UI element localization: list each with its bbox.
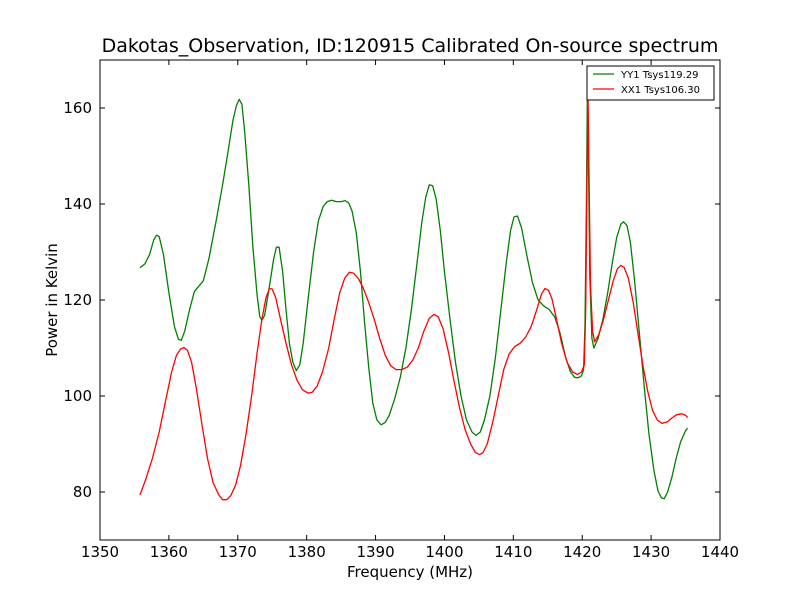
series-layer [139, 88, 689, 501]
series-line-1 [139, 100, 689, 501]
y-tick-label: 100 [63, 387, 92, 405]
x-tick-label: 1370 [219, 543, 257, 561]
y-axis: 80 100 120 140 160 [63, 99, 720, 501]
x-tick-label: 1360 [150, 543, 188, 561]
series-line-0 [139, 88, 689, 500]
x-tick-label: 1430 [632, 543, 670, 561]
x-tick-label: 1400 [425, 543, 463, 561]
legend: YY1 Tsys119.29 XX1 Tsys106.30 [586, 65, 715, 101]
x-tick-label: 1380 [288, 543, 326, 561]
y-tick-label: 140 [63, 195, 92, 213]
x-axis: 1350 1360 1370 1380 1390 1400 1410 1420 1430 1440 [81, 60, 739, 561]
y-tick-label: 80 [73, 483, 92, 501]
x-tick-label: 1410 [494, 543, 532, 561]
x-tick-label: 1420 [563, 543, 601, 561]
y-axis-label: Power in Kelvin [43, 243, 61, 357]
chart-title: Dakotas_Observation, ID:120915 Calibrate… [102, 35, 719, 57]
legend-label-xx1: XX1 Tsys106.30 [621, 85, 700, 96]
x-tick-label: 1350 [81, 543, 119, 561]
y-tick-label: 120 [63, 291, 92, 309]
x-axis-label: Frequency (MHz) [347, 563, 473, 581]
legend-box [586, 65, 715, 101]
x-tick-label: 1440 [701, 543, 739, 561]
legend-label-yy1: YY1 Tsys119.29 [620, 70, 699, 81]
x-tick-label: 1390 [356, 543, 394, 561]
y-tick-label: 160 [63, 99, 92, 117]
